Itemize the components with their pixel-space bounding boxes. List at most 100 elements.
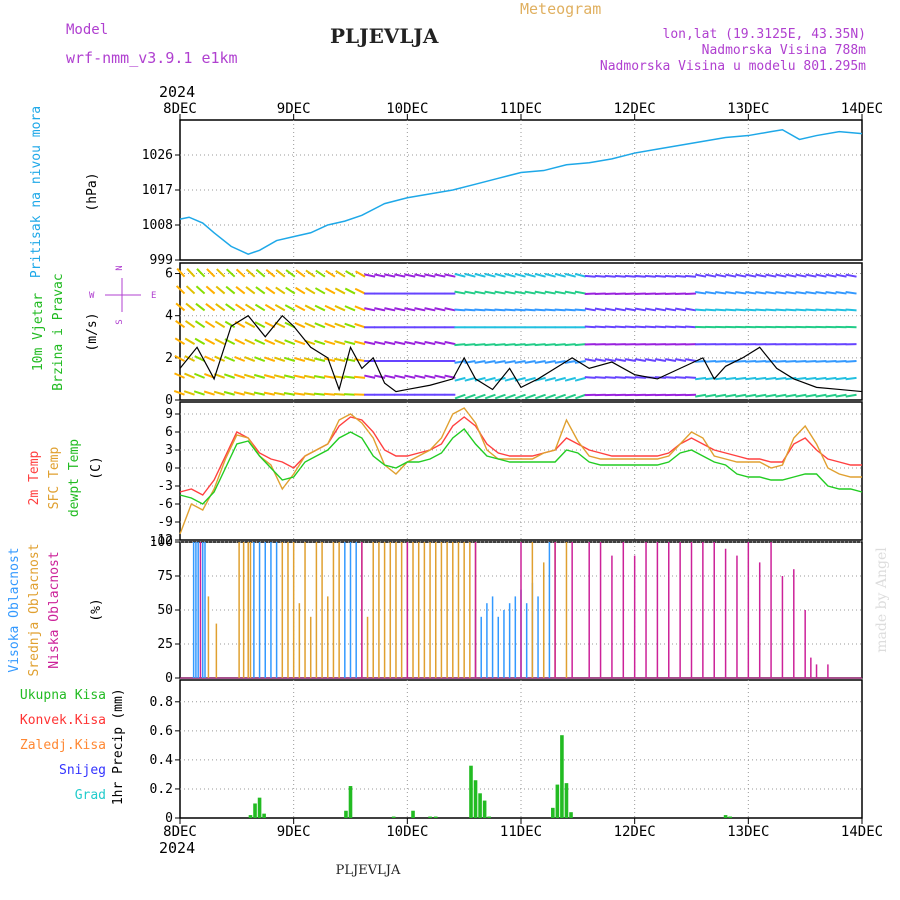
xtick-label-bottom: 14DEC: [841, 824, 883, 840]
ytick-label: -3: [157, 479, 173, 494]
xtick-label-top: 11DEC: [500, 101, 542, 117]
credit-label: made by Angel: [874, 547, 890, 653]
precip-bar: [551, 807, 555, 818]
ytick-label: 1026: [142, 148, 173, 163]
pressure-line: [179, 128, 863, 255]
xtick-label-bottom: 9DEC: [277, 824, 311, 840]
ytick-label: 6: [165, 425, 173, 440]
ytick-label: 0: [165, 393, 173, 408]
pressure-ylabel: Pritisak na nivou mora: [29, 106, 44, 278]
ytick-label: 4: [165, 309, 173, 324]
xtick-label-bottom: 10DEC: [386, 824, 428, 840]
ytick-label: 0: [165, 461, 173, 476]
legend-conv-rain: Konvek.Kisa: [20, 713, 106, 728]
xtick-label-bottom: 13DEC: [727, 824, 769, 840]
wind-speed-line: [179, 314, 863, 393]
model-elevation-label: Nadmorska Visina u modelu 801.295m: [600, 59, 866, 74]
page-title: PLJEVLJA: [330, 24, 439, 48]
ytick-label: 1008: [142, 218, 173, 233]
pressure-unit: (hPa): [85, 172, 100, 211]
ytick-label: 75: [157, 569, 173, 584]
precip-bar: [560, 735, 564, 818]
model-label: Model: [66, 22, 108, 38]
precip-bar: [248, 815, 253, 818]
year-bottom: 2024: [159, 839, 195, 857]
precip-bar: [348, 786, 353, 818]
precip-bar: [487, 816, 491, 818]
xtick-label-top: 9DEC: [277, 101, 311, 117]
ytick-label: 0: [165, 811, 173, 826]
xtick-label-top: 14DEC: [841, 101, 883, 117]
wind-barbs: [173, 267, 857, 400]
dewpoint-line: [179, 428, 863, 505]
temp-unit: (C): [89, 456, 104, 479]
legend-snow: Snijeg: [59, 763, 106, 778]
precip-bar: [728, 816, 732, 818]
sfc-temp-line: [179, 407, 862, 535]
precip-bar: [428, 816, 432, 818]
precip-bar: [433, 816, 438, 818]
precip-bar: [569, 812, 573, 818]
precip-bar: [253, 803, 257, 818]
precip-bar: [411, 810, 415, 818]
meteogram-label: Meteogram: [520, 0, 601, 18]
wind-unit: (m/s): [85, 312, 100, 351]
xtick-label-bottom: 8DEC: [163, 824, 197, 840]
temp-2m-line: [179, 416, 862, 496]
ytick-label: 25: [157, 637, 173, 652]
ytick-label: 0.8: [150, 695, 173, 710]
compass-w: W: [89, 291, 95, 301]
compass-s: S: [115, 319, 125, 324]
ytick-label: 0.6: [150, 724, 173, 739]
ytick-label: 3: [165, 443, 173, 458]
wind-ylabel: 10m Vjetar: [31, 293, 46, 371]
xtick-label-bottom: 12DEC: [614, 824, 656, 840]
precip-bar: [555, 784, 560, 818]
model-name: wrf-nmm_v3.9.1 e1km: [66, 49, 238, 67]
legend-graupel: Grad: [75, 788, 106, 803]
xtick-label-bottom: 11DEC: [500, 824, 542, 840]
plot-area: 9991008101710260246-12-9-6-3036902550751…: [142, 101, 883, 840]
ytick-label: -9: [157, 515, 173, 530]
precip-bar: [257, 797, 262, 818]
ytick-label: 0.2: [150, 782, 173, 797]
wind-compass: N W E S: [89, 265, 156, 324]
precip-bar: [262, 813, 266, 818]
year-top: 2024: [159, 83, 195, 101]
cloud-ylabel-low: Niska Oblacnost: [47, 551, 62, 668]
ytick-label: 2: [165, 351, 173, 366]
temp-ylabel-2m: 2m Temp: [27, 450, 42, 505]
temp-ylabel-sfc: SFC Temp: [47, 447, 62, 510]
xtick-label-top: 13DEC: [727, 101, 769, 117]
ytick-label: 50: [157, 603, 173, 618]
xtick-label-top: 12DEC: [614, 101, 656, 117]
precip-bar: [564, 783, 569, 818]
precip-bar: [723, 815, 728, 818]
ytick-label: -6: [157, 497, 173, 512]
cloud-unit: (%): [89, 598, 104, 621]
lonlat-label: lon,lat (19.3125E, 43.35N): [663, 27, 867, 42]
precip-ylabel: 1hr Precip: [111, 727, 126, 805]
ytick-label: -12: [150, 533, 173, 548]
precip-bar: [391, 816, 396, 818]
ytick-label: 6: [165, 267, 173, 282]
xtick-label-top: 10DEC: [386, 101, 428, 117]
footer-title: PLJEVLJA: [336, 863, 401, 878]
legend-total-rain: Ukupna Kisa: [20, 688, 106, 703]
ytick-label: 100: [150, 535, 173, 550]
ytick-label: 9: [165, 407, 173, 422]
elevation-label: Nadmorska Visina 788m: [702, 43, 867, 58]
precip-bar: [478, 793, 482, 818]
precip-bar: [482, 800, 487, 818]
ytick-label: 0: [165, 671, 173, 686]
ytick-label: 999: [150, 253, 173, 268]
cloud-ylabel-high: Visoka Oblacnost: [7, 547, 22, 672]
legend-frz-rain: Zaledj.Kisa: [20, 738, 106, 753]
compass-e: E: [151, 291, 156, 301]
compass-n: N: [115, 265, 125, 270]
wind-ylabel-sub: Brzina i Pravac: [51, 273, 66, 390]
temp-ylabel-dew: dewpt Temp: [67, 439, 82, 517]
cloud-ylabel-mid: Srednja Oblacnost: [27, 543, 42, 676]
ytick-label: 0.4: [150, 753, 174, 768]
